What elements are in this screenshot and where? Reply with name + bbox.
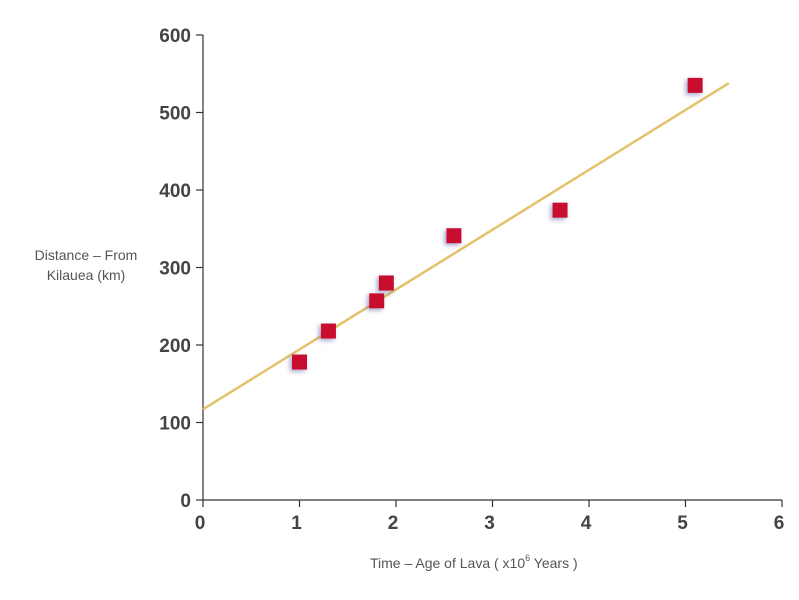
x-tick-label: 3 — [484, 513, 495, 534]
data-point — [292, 354, 307, 370]
x-tick-label: 0 — [195, 513, 206, 534]
x-tick-label: 2 — [388, 513, 399, 534]
data-point — [687, 77, 703, 93]
x-axis-title: Time – Age of Lava ( x106 Years ) — [370, 553, 578, 571]
data-point — [446, 228, 462, 244]
y-tick-label: 0 — [180, 491, 191, 512]
x-tick-label: 6 — [774, 513, 785, 534]
x-tick-label: 5 — [677, 513, 688, 534]
x-axis-title-suffix: Years ) — [530, 555, 578, 571]
y-tick-label: 600 — [159, 26, 191, 47]
x-tick-label: 4 — [581, 513, 592, 534]
y-axis-title-line2: Kilauea (km) — [46, 267, 126, 283]
axes: 0 100 200 300 400 500 600 0 1 2 3 4 5 6 — [159, 26, 784, 534]
y-tick-label: 400 — [159, 181, 191, 202]
y-tick-label: 200 — [159, 336, 191, 357]
data-point — [320, 323, 336, 339]
x-tick-label: 1 — [291, 513, 302, 534]
x-axis-title-prefix: Time – Age of Lava ( x10 — [370, 555, 526, 571]
data-points — [292, 77, 703, 370]
x-axis-title-exponent: 6 — [525, 553, 531, 563]
data-point — [378, 275, 394, 291]
data-point — [552, 202, 568, 218]
data-point — [369, 293, 385, 309]
y-axis-title-line1: Distance – From — [34, 247, 138, 263]
y-tick-label: 500 — [159, 104, 191, 125]
y-tick-label: 100 — [159, 414, 191, 435]
trendline — [202, 81, 730, 411]
trendline-layer — [202, 81, 730, 411]
y-axis-title: Distance – From Kilauea (km) — [12, 245, 160, 285]
y-tick-label: 300 — [159, 259, 191, 280]
